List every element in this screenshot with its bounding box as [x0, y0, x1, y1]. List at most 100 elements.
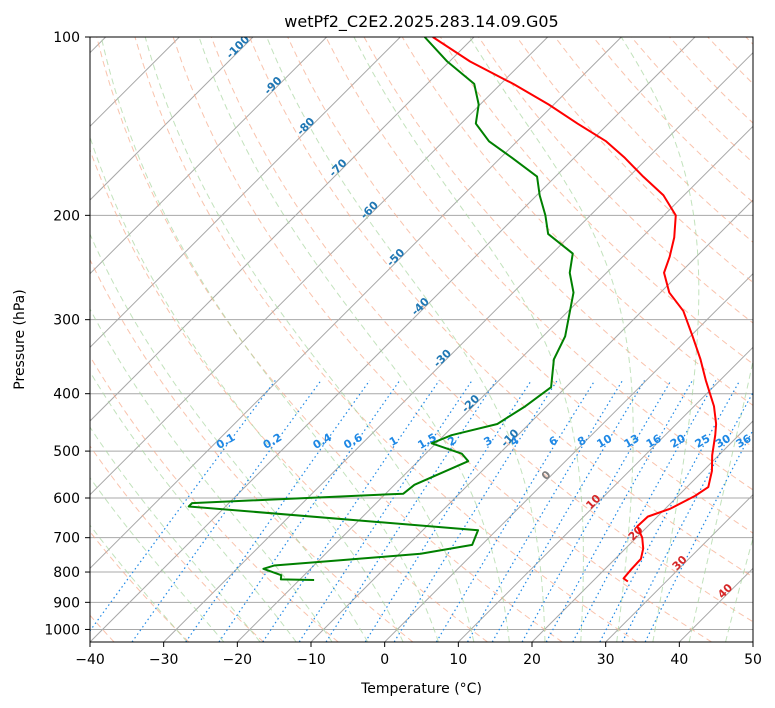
x-tick-label: 0 — [380, 652, 389, 668]
y-tick-label: 500 — [53, 444, 80, 460]
x-tick-label: −10 — [296, 652, 326, 668]
mixing-ratio-label: 0.4 — [311, 431, 335, 452]
isotherm-line — [310, 199, 753, 642]
mixing-ratio-label: 0.2 — [261, 431, 284, 452]
moist-adiabat-line — [90, 524, 188, 642]
dry-adiabat-line — [134, 37, 638, 642]
x-tick-label: 30 — [597, 652, 615, 668]
x-tick-label: −20 — [223, 652, 253, 668]
x-tick-label: 50 — [744, 652, 762, 668]
mixing-ratio-line — [466, 380, 624, 642]
moist-adiabat-line — [198, 37, 510, 642]
axes-frame — [89, 36, 754, 643]
moist-adiabat-line — [90, 233, 369, 642]
isotherm-line — [90, 37, 475, 422]
x-tick-label: 40 — [670, 652, 688, 668]
mixing-ratio-line — [545, 380, 693, 642]
isotherm-label: 40 — [715, 581, 735, 601]
isotherm-label: 10 — [583, 492, 603, 512]
y-tick-label: 1000 — [44, 622, 80, 638]
dry-adiabat-line — [90, 445, 264, 642]
dry-adiabat-line — [96, 37, 563, 642]
mixing-ratio-line — [325, 380, 497, 642]
moist-adiabat-line — [266, 37, 546, 642]
moist-adiabat-line — [469, 37, 634, 642]
dry-adiabat-line — [554, 37, 753, 243]
isotherm-label: -20 — [459, 392, 482, 415]
isotherm-label: -60 — [358, 198, 381, 221]
mixing-ratio-line — [298, 380, 473, 642]
mixing-ratio-label: 0.1 — [214, 431, 237, 452]
dry-adiabat-line — [210, 37, 753, 623]
moist-adiabat-line — [90, 308, 333, 642]
isotherm-line — [236, 125, 753, 642]
x-axis-label: Temperature (°C) — [360, 681, 482, 697]
mixing-ratio-line — [521, 380, 672, 642]
dry-adiabat-line — [90, 531, 190, 642]
mixing-ratio-label: 20 — [668, 432, 688, 451]
x-tick-label: −40 — [75, 652, 105, 668]
isotherm-label: -50 — [384, 246, 407, 269]
dry-adiabat-line — [90, 258, 414, 642]
y-axis-ticks: 100 200 300 400 500 600 700 800 900 1000 — [44, 30, 90, 638]
moist-adiabat-line — [353, 37, 584, 642]
y-tick-label: 400 — [53, 387, 80, 403]
isotherm-label: -90 — [261, 74, 284, 97]
isotherm-line — [163, 51, 753, 642]
dry-adiabat-line — [439, 37, 753, 365]
isotherm-line — [605, 493, 753, 642]
y-tick-label: 300 — [53, 313, 80, 329]
mixing-ratio-label: 3 — [482, 434, 495, 449]
y-axis-label: Pressure (hPa) — [12, 289, 28, 389]
dry-adiabat-line — [669, 37, 753, 124]
isotherm-line — [90, 37, 549, 496]
dry-adiabat-line — [707, 37, 753, 85]
isotherm-label: -70 — [326, 156, 349, 179]
dry-adiabat-line — [592, 37, 753, 203]
isotherm-label: -80 — [294, 115, 317, 138]
isotherm-line — [90, 37, 622, 570]
isotherm-line — [90, 37, 328, 275]
mixing-ratio-line — [599, 380, 741, 642]
dewpoint-profile — [187, 37, 575, 581]
mixing-ratio-line — [262, 380, 440, 642]
y-tick-label: 200 — [53, 208, 80, 224]
y-tick-label: 900 — [53, 595, 80, 611]
moist-adiabat-line — [90, 370, 297, 642]
dry-adiabat-line — [249, 37, 753, 578]
mixing-ratio-label: 8 — [575, 434, 588, 449]
isotherm-label: -40 — [409, 295, 432, 318]
mixing-ratio-line — [131, 380, 322, 642]
moist-adiabat-line — [90, 476, 225, 642]
mixing-ratio-line — [621, 391, 753, 642]
mixing-ratio-line — [364, 380, 532, 642]
mixing-ratio-line — [90, 380, 276, 632]
plot-area: 0.1 0.2 0.4 0.6 1 1.5 2 3 4 6 8 10 13 16 20 25 30 36-100-… — [90, 37, 754, 642]
mixing-ratio-line — [491, 380, 646, 642]
isotherm-line — [457, 346, 753, 642]
isotherm-line — [384, 272, 753, 642]
mixing-ratio-line — [572, 380, 717, 642]
mixing-ratio-label: 1 — [387, 434, 400, 449]
y-tick-label: 100 — [53, 30, 80, 46]
temperature-profile — [432, 37, 718, 583]
moist-adiabat-line — [100, 37, 439, 642]
isotherm-label: -30 — [431, 346, 454, 369]
mixing-ratio-label: 16 — [644, 432, 664, 451]
dry-adiabat-line — [516, 37, 753, 284]
dry-adiabat-line — [90, 355, 339, 642]
isotherm-line — [90, 37, 401, 349]
isotherm-line — [90, 37, 696, 642]
y-tick-label: 600 — [53, 491, 80, 507]
dry-adiabat-line — [90, 148, 488, 642]
mixing-ratio-label: 36 — [734, 432, 754, 451]
moist-adiabat-line — [725, 536, 753, 642]
x-tick-label: 10 — [449, 652, 467, 668]
isotherm-line — [90, 37, 254, 201]
axes-border — [89, 36, 754, 643]
dry-adiabat-line — [325, 37, 753, 491]
dry-adiabat-line — [172, 37, 712, 642]
dry-adiabat-line — [745, 37, 753, 45]
